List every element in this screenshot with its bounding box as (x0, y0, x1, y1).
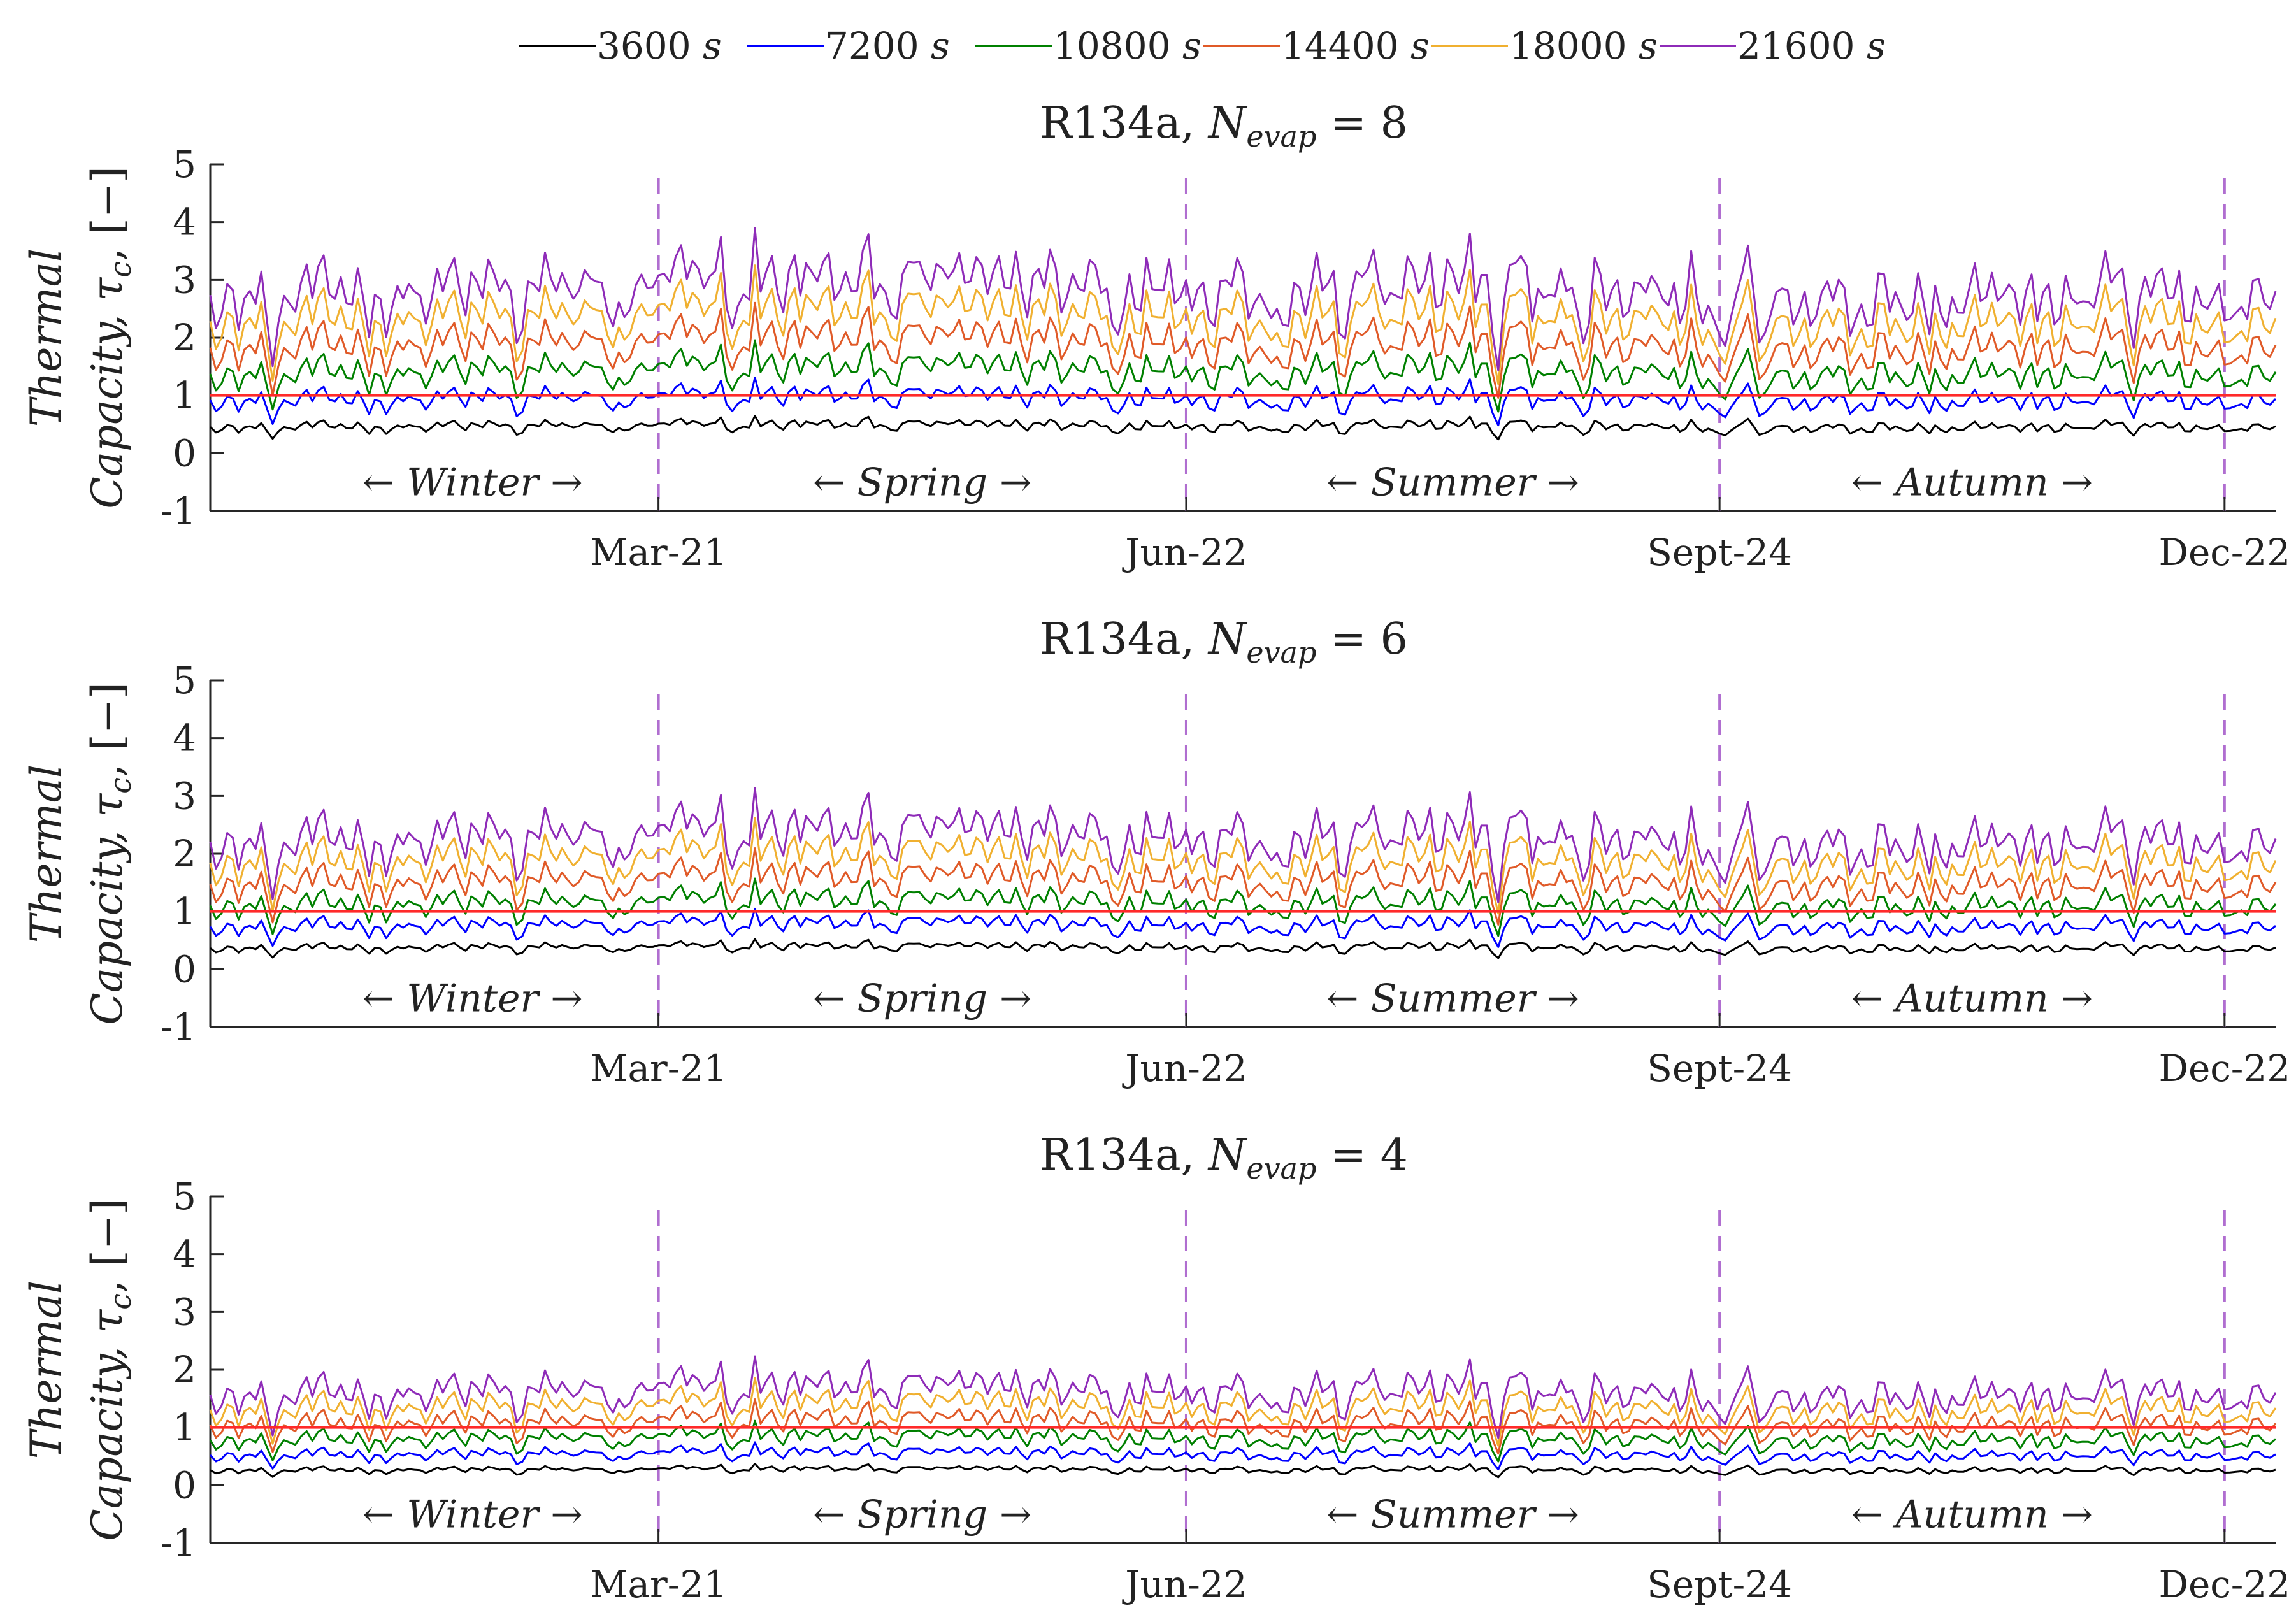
legend-label: 14400 s (1281, 24, 1430, 68)
series-line (209, 301, 2277, 399)
series-line (209, 377, 2277, 427)
series-line (209, 787, 2277, 904)
y-axis-label: Thermal Capacity, τc, [−] (22, 682, 138, 1025)
y-tick-label: 0 (173, 947, 196, 991)
y-tick-label: 3 (173, 258, 196, 301)
x-tick-label: Jun-22 (1122, 531, 1247, 574)
season-label: ← Winter → (362, 461, 582, 505)
series-line (209, 227, 2277, 371)
season-label: ← Spring → (813, 977, 1031, 1021)
x-tick-label: Dec-22 (2158, 1047, 2290, 1090)
y-tick-label: 0 (173, 1463, 196, 1507)
y-axis-label: Thermal Capacity, τc, [−] (22, 166, 138, 509)
chart-panel: R134a, Nevap = 6 Thermal Capacity, τc, [−]… (22, 614, 2290, 1090)
legend-item[interactable]: 10800 s (975, 24, 1202, 68)
series-line (209, 817, 2277, 915)
legend-item[interactable]: 3600 s (519, 24, 722, 68)
series-line (209, 907, 2276, 948)
legend-item[interactable]: 18000 s (1431, 24, 1658, 68)
legend-item[interactable]: 14400 s (1203, 24, 1430, 68)
legend-item[interactable]: 21600 s (1660, 24, 1886, 68)
x-tick-label: Mar-21 (590, 1047, 727, 1090)
svg-text:Capacity, τc, [−]: Capacity, τc, [−] (83, 682, 138, 1025)
y-tick-label: 2 (173, 1348, 196, 1391)
legend-label: 3600 s (597, 24, 722, 68)
y-axis-label: Thermal Capacity, τc, [−] (22, 1198, 138, 1541)
season-label: ← Autumn → (1851, 461, 2093, 505)
y-tick-label: 3 (173, 1290, 196, 1333)
series-line (209, 877, 2277, 937)
season-label: ← Spring → (813, 461, 1031, 505)
series-line (209, 1377, 2277, 1447)
svg-text:Capacity, τc, [−]: Capacity, τc, [−] (83, 166, 138, 509)
y-tick-label: 0 (173, 431, 196, 475)
season-label: ← Spring → (813, 1493, 1031, 1537)
season-label: ← Autumn → (1851, 977, 2093, 1021)
y-tick-label: -1 (161, 1005, 197, 1049)
season-label: ← Summer → (1326, 461, 1579, 505)
svg-text:Capacity, τc, [−]: Capacity, τc, [−] (83, 1198, 138, 1541)
series-line (209, 264, 2277, 385)
series-line (210, 938, 2276, 959)
y-tick-label: 4 (173, 1233, 196, 1276)
season-label: ← Winter → (362, 1493, 582, 1537)
panel-title: R134a, Nevap = 4 (1040, 1130, 1408, 1186)
y-tick-label: 1 (173, 374, 196, 417)
y-tick-label: 2 (173, 316, 196, 359)
series-line (209, 1355, 2277, 1439)
season-label: ← Autumn → (1851, 1493, 2093, 1537)
y-tick-label: 2 (173, 832, 196, 875)
y-tick-label: -1 (161, 1521, 197, 1565)
season-label: ← Summer → (1326, 977, 1579, 1021)
y-tick-label: 5 (173, 1175, 196, 1218)
chart-panel: R134a, Nevap = 8 Thermal Capacity, τc, [−]… (22, 98, 2290, 574)
y-tick-label: 1 (173, 890, 196, 933)
legend-label: 7200 s (825, 24, 950, 68)
series-line (209, 1419, 2277, 1463)
y-tick-label: 3 (173, 774, 196, 817)
y-tick-label: 5 (173, 659, 196, 702)
x-tick-label: Dec-22 (2158, 1563, 2290, 1606)
y-tick-label: 1 (173, 1406, 196, 1449)
svg-text:Thermal: Thermal (22, 248, 71, 427)
x-tick-label: Sept-24 (1647, 1563, 1792, 1606)
svg-text:Thermal: Thermal (22, 1281, 71, 1459)
season-label: ← Winter → (362, 977, 582, 1021)
x-tick-label: Dec-22 (2158, 531, 2290, 574)
x-tick-label: Jun-22 (1122, 1047, 1247, 1090)
legend-label: 10800 s (1053, 24, 1202, 68)
legend-label: 18000 s (1509, 24, 1658, 68)
series-line (209, 415, 2276, 441)
y-tick-label: 4 (173, 201, 196, 244)
panel-title: R134a, Nevap = 6 (1040, 614, 1408, 670)
season-label: ← Summer → (1326, 1493, 1579, 1537)
series-line (209, 339, 2277, 413)
legend-label: 21600 s (1737, 24, 1886, 68)
x-tick-label: Mar-21 (590, 531, 727, 574)
series-line (209, 1398, 2277, 1455)
x-tick-label: Sept-24 (1647, 531, 1792, 574)
y-tick-label: 5 (173, 143, 196, 186)
series-line (210, 1463, 2276, 1479)
panel-title: R134a, Nevap = 8 (1040, 98, 1408, 154)
series-line (209, 1441, 2276, 1471)
svg-text:Thermal: Thermal (22, 764, 71, 943)
y-tick-label: 4 (173, 717, 196, 760)
chart-panel: R134a, Nevap = 4 Thermal Capacity, τc, [−]… (22, 1130, 2290, 1606)
legend-item[interactable]: 7200 s (747, 24, 950, 68)
x-tick-label: Sept-24 (1647, 1047, 1792, 1090)
chart-legend[interactable]: 3600 s 7200 s 10800 s 14400 s 18000 s 21600 s (519, 24, 1886, 68)
y-tick-label: -1 (161, 489, 197, 533)
series-line (209, 847, 2277, 926)
x-tick-label: Jun-22 (1122, 1563, 1247, 1606)
x-tick-label: Mar-21 (590, 1563, 727, 1606)
